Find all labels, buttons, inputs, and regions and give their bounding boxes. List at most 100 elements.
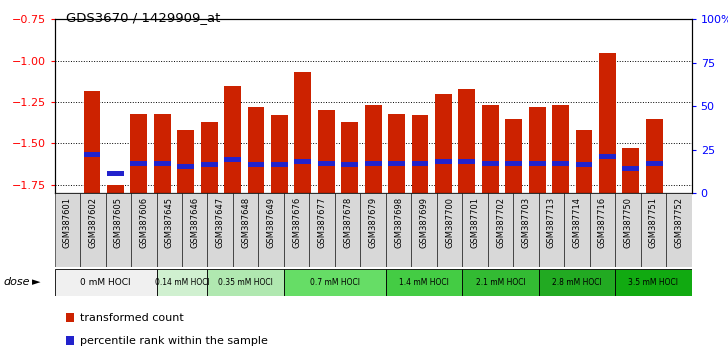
FancyBboxPatch shape [55, 269, 157, 296]
FancyBboxPatch shape [666, 193, 692, 267]
Bar [224, 158, 241, 162]
Text: GSM387701: GSM387701 [470, 197, 480, 248]
Text: 0.7 mM HOCl: 0.7 mM HOCl [310, 278, 360, 287]
Text: GSM387647: GSM387647 [215, 197, 225, 248]
Text: GSM387678: GSM387678 [343, 197, 352, 248]
Text: GSM387602: GSM387602 [88, 197, 98, 248]
Bar [622, 148, 639, 193]
Text: percentile rank within the sample: percentile rank within the sample [80, 336, 268, 346]
Bar [482, 105, 499, 193]
FancyBboxPatch shape [615, 269, 692, 296]
Bar [599, 52, 616, 193]
FancyBboxPatch shape [157, 269, 207, 296]
Bar [435, 159, 452, 164]
Bar [505, 161, 522, 166]
FancyBboxPatch shape [462, 269, 539, 296]
Text: GSM387703: GSM387703 [521, 197, 531, 248]
FancyBboxPatch shape [437, 193, 462, 267]
Text: 2.1 mM HOCl: 2.1 mM HOCl [475, 278, 526, 287]
Bar [154, 161, 170, 166]
FancyBboxPatch shape [207, 193, 233, 267]
Bar [84, 153, 100, 158]
Bar [341, 122, 358, 193]
Bar [529, 161, 545, 166]
FancyBboxPatch shape [131, 193, 157, 267]
Bar [294, 159, 312, 164]
Text: GSM387713: GSM387713 [547, 197, 556, 248]
Text: GSM387699: GSM387699 [419, 197, 429, 248]
FancyBboxPatch shape [539, 269, 615, 296]
Bar [576, 130, 593, 193]
Bar [294, 72, 312, 193]
Bar [248, 107, 264, 193]
FancyBboxPatch shape [157, 193, 182, 267]
FancyBboxPatch shape [488, 193, 513, 267]
Bar [341, 162, 358, 167]
Bar [646, 119, 662, 193]
Bar [552, 161, 569, 166]
Bar [201, 122, 218, 193]
Text: GSM387648: GSM387648 [241, 197, 250, 248]
FancyBboxPatch shape [539, 193, 564, 267]
FancyBboxPatch shape [284, 269, 386, 296]
FancyBboxPatch shape [233, 193, 258, 267]
Bar [130, 161, 147, 166]
FancyBboxPatch shape [513, 193, 539, 267]
Bar [435, 94, 452, 193]
Bar [271, 115, 288, 193]
FancyBboxPatch shape [386, 193, 411, 267]
Bar [318, 110, 335, 193]
Bar [529, 107, 545, 193]
Bar [599, 154, 616, 159]
Text: 3.5 mM HOCl: 3.5 mM HOCl [628, 278, 678, 287]
Text: 2.8 mM HOCl: 2.8 mM HOCl [552, 278, 602, 287]
Text: GSM387601: GSM387601 [63, 197, 72, 248]
Text: GSM387752: GSM387752 [674, 197, 684, 248]
FancyBboxPatch shape [386, 269, 462, 296]
Text: GSM387750: GSM387750 [623, 197, 633, 248]
FancyBboxPatch shape [360, 193, 386, 267]
Text: GSM387606: GSM387606 [139, 197, 149, 248]
Text: 0.35 mM HOCl: 0.35 mM HOCl [218, 278, 273, 287]
Bar [271, 162, 288, 167]
Bar [576, 162, 593, 167]
FancyBboxPatch shape [106, 193, 131, 267]
Bar [622, 166, 639, 171]
FancyBboxPatch shape [207, 269, 284, 296]
FancyBboxPatch shape [309, 193, 335, 267]
FancyBboxPatch shape [258, 193, 284, 267]
Bar [552, 105, 569, 193]
Text: GSM387605: GSM387605 [114, 197, 123, 248]
Bar [107, 185, 124, 193]
Bar [365, 161, 381, 166]
Bar [154, 114, 170, 193]
Bar [646, 161, 662, 166]
Bar [459, 159, 475, 164]
Text: 1.4 mM HOCl: 1.4 mM HOCl [399, 278, 449, 287]
Text: GSM387700: GSM387700 [445, 197, 454, 248]
FancyBboxPatch shape [590, 193, 615, 267]
Bar [388, 114, 405, 193]
Bar [177, 164, 194, 169]
FancyBboxPatch shape [80, 193, 106, 267]
FancyBboxPatch shape [182, 193, 207, 267]
Bar [107, 171, 124, 176]
Text: transformed count: transformed count [80, 313, 184, 323]
Bar [459, 89, 475, 193]
Bar [248, 162, 264, 167]
Text: ►: ► [32, 278, 41, 287]
Bar [365, 105, 381, 193]
Bar [482, 161, 499, 166]
Text: GSM387676: GSM387676 [292, 197, 301, 248]
Bar [388, 161, 405, 166]
FancyBboxPatch shape [615, 193, 641, 267]
Text: dose: dose [4, 278, 30, 287]
FancyBboxPatch shape [564, 193, 590, 267]
Bar [411, 161, 428, 166]
Text: GSM387677: GSM387677 [317, 197, 327, 248]
FancyBboxPatch shape [55, 193, 80, 267]
Text: 0.14 mM HOCl: 0.14 mM HOCl [154, 278, 210, 287]
Bar [505, 119, 522, 193]
FancyBboxPatch shape [335, 193, 360, 267]
Text: 0 mM HOCl: 0 mM HOCl [80, 278, 131, 287]
